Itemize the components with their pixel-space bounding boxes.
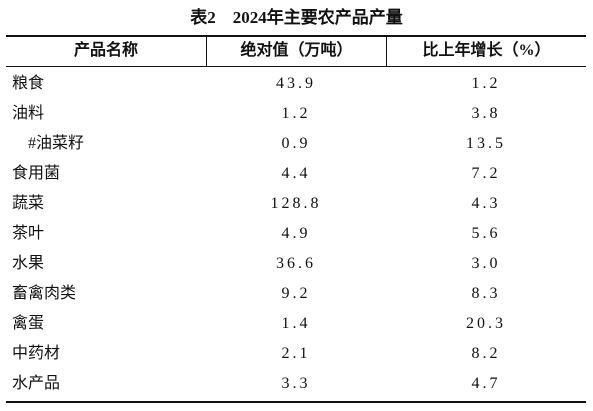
- product-name: 食用菌: [12, 165, 61, 182]
- table-row: 畜禽肉类 9.2 8.3: [6, 279, 586, 309]
- value-cell: 8.2: [471, 345, 501, 362]
- value-cell: 36.6: [276, 255, 316, 272]
- header-cell: 比上年增长（%）: [386, 37, 586, 66]
- product-name: #油菜籽: [28, 135, 85, 152]
- value-cell: 1.2: [471, 75, 501, 92]
- value-cell: 3.3: [281, 375, 311, 392]
- product-name: 水果: [12, 255, 45, 272]
- table-row: 禽蛋 1.4 20.3: [6, 309, 586, 339]
- value-cell: 3.8: [471, 105, 501, 122]
- value-cell: 1.2: [281, 105, 311, 122]
- table: 产品名称 绝对值（万吨） 比上年增长（%） 粮食 43.9 1.2 油料 1.2 3.8 #…: [6, 35, 586, 403]
- value-cell: 4.9: [281, 225, 311, 242]
- product-name: 禽蛋: [12, 315, 45, 332]
- value-cell: 20.3: [466, 315, 506, 332]
- table-row: #油菜籽 0.9 13.5: [6, 129, 586, 159]
- value-cell: 7.2: [471, 165, 501, 182]
- value-cell: 9.2: [281, 285, 311, 302]
- value-cell: 3.0: [471, 255, 501, 272]
- product-name: 畜禽肉类: [12, 285, 77, 302]
- table-row: 中药材 2.1 8.2: [6, 339, 586, 369]
- value-cell: 4.4: [281, 165, 311, 182]
- header-row: 产品名称 绝对值（万吨） 比上年增长（%）: [6, 37, 586, 67]
- table-row: 油料 1.2 3.8: [6, 99, 586, 129]
- product-name: 茶叶: [12, 225, 45, 242]
- value-cell: 2.1: [281, 345, 311, 362]
- table-row: 水产品 3.3 4.7: [6, 369, 586, 399]
- product-name: 油料: [12, 105, 45, 122]
- table-row: 蔬菜 128.8 4.3: [6, 189, 586, 219]
- table-row: 粮食 43.9 1.2: [6, 69, 586, 99]
- value-cell: 128.8: [270, 195, 322, 212]
- table-title: 表2 2024年主要农产品产量: [190, 8, 403, 27]
- table-row: 水果 36.6 3.0: [6, 249, 586, 279]
- value-cell: 4.7: [471, 375, 501, 392]
- product-name: 粮食: [12, 75, 45, 92]
- product-name: 蔬菜: [12, 195, 45, 212]
- product-name: 水产品: [12, 375, 61, 392]
- value-cell: 5.6: [471, 225, 501, 242]
- value-cell: 4.3: [471, 195, 501, 212]
- value-cell: 43.9: [276, 75, 316, 92]
- value-cell: 8.3: [471, 285, 501, 302]
- table-row: 食用菌 4.4 7.2: [6, 159, 586, 189]
- product-name: 中药材: [12, 345, 61, 362]
- value-cell: 13.5: [466, 135, 506, 152]
- header-cell: 产品名称: [73, 42, 138, 59]
- table-row: 茶叶 4.9 5.6: [6, 219, 586, 249]
- header-cell: 绝对值（万吨）: [206, 37, 386, 66]
- value-cell: 1.4: [281, 315, 311, 332]
- value-cell: 0.9: [281, 135, 311, 152]
